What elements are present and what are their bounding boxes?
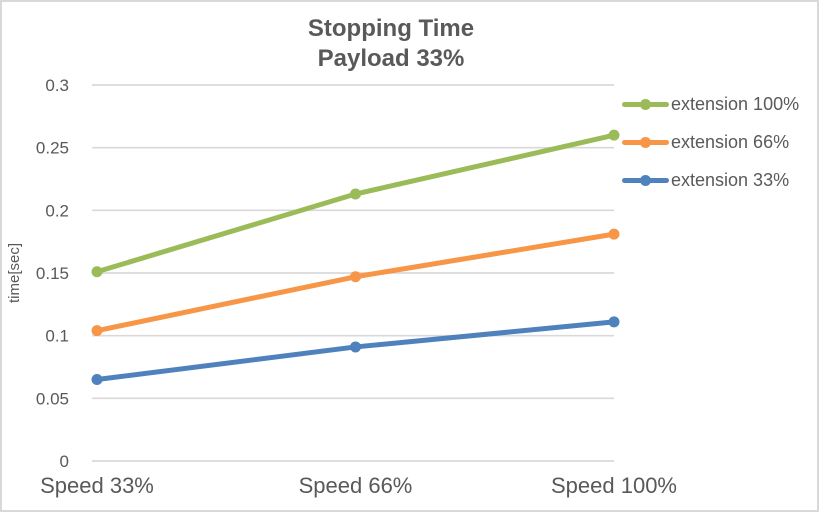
legend-line-marker-icon: [622, 174, 669, 186]
y-tick-label: 0.25: [36, 139, 69, 158]
chart-title-line1: Stopping Time: [307, 15, 475, 42]
data-point-extension-100-speed-66[interactable]: [350, 188, 361, 200]
data-point-extension-100-speed-33[interactable]: [91, 266, 103, 278]
legend-line-marker-icon: [622, 136, 669, 148]
y-tick-label: 0.15: [36, 264, 69, 283]
x-category-label: Speed 66%: [299, 473, 413, 498]
legend-label: extension 100%: [671, 93, 800, 114]
legend-line-marker-icon: [622, 98, 669, 110]
chart-title-line2: Payload 33%: [317, 45, 465, 72]
y-tick-label: 0: [60, 452, 69, 471]
data-point-extension-66-speed-33[interactable]: [91, 325, 103, 337]
data-point-extension-66-speed-66[interactable]: [350, 271, 361, 283]
data-point-extension-33-speed-100[interactable]: [608, 316, 620, 328]
y-tick-label: 0.05: [36, 389, 69, 408]
legend-label: extension 66%: [671, 131, 790, 152]
legend-label: extension 33%: [671, 169, 790, 190]
x-category-label: Speed 100%: [551, 473, 677, 498]
data-point-extension-100-speed-100[interactable]: [608, 129, 620, 141]
chart-title: Stopping Time Payload 33%: [2, 14, 780, 74]
y-axis-title: time[sec]: [6, 243, 23, 303]
data-point-extension-66-speed-100[interactable]: [608, 228, 620, 240]
series-line-extension-100[interactable]: [94, 132, 617, 275]
x-category-label: Speed 33%: [40, 473, 154, 498]
legend-item-extension-33[interactable]: extension 33%: [622, 161, 799, 199]
legend: extension 100% extension 66% extension 3…: [622, 85, 799, 199]
y-tick-label: 0.3: [45, 76, 69, 95]
legend-item-extension-66[interactable]: extension 66%: [622, 123, 799, 161]
legend-item-extension-100[interactable]: extension 100%: [622, 85, 799, 123]
data-point-extension-33-speed-66[interactable]: [350, 341, 361, 353]
data-point-extension-33-speed-33[interactable]: [91, 374, 103, 386]
y-tick-label: 0.1: [45, 327, 69, 346]
y-tick-label: 0.2: [45, 201, 69, 220]
